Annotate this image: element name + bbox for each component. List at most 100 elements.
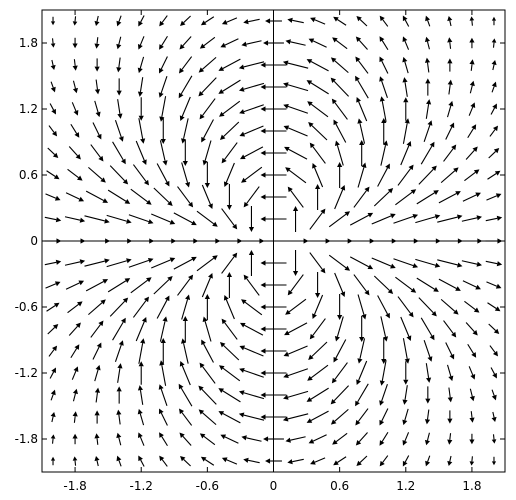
arrow-head [453,309,459,315]
vector-arrow [160,118,166,144]
vector-arrow [260,194,287,200]
arrow-head [306,418,313,423]
arrow-shaft [70,348,78,359]
vector-arrow [402,15,410,27]
arrow-shaft [84,215,106,222]
vector-arrow [402,36,410,50]
arrow-shaft [46,170,56,177]
arrow-shaft [244,324,264,336]
arrow-head [447,58,453,64]
arrow-head [285,437,291,443]
arrow-head [367,212,374,218]
arrow-shaft [393,258,414,267]
vector-arrow [349,256,374,270]
vector-arrow [353,186,370,208]
vector-arrow [379,56,389,74]
vector-arrow [137,385,144,405]
arrow-head [447,418,453,424]
vector-arrow [424,409,431,425]
arrow-head [469,37,475,43]
arrow-head [355,75,360,82]
vector-arrow [349,212,374,226]
vector-arrow [283,368,309,379]
vector-arrow [377,295,390,319]
vector-arrow [308,38,327,48]
arrow-head [78,280,85,286]
vector-arrow [446,364,454,382]
arrow-head [239,367,245,373]
vector-arrow [373,188,394,207]
vector-arrow [47,147,59,159]
vector-arrow [138,361,144,385]
vector-arrow [45,281,61,289]
arrow-head [178,383,184,390]
arrow-head [239,154,246,160]
arrow-head [309,142,315,149]
arrow-head [473,169,480,175]
arrow-shaft [223,121,240,137]
arrow-head [455,286,461,291]
arrow-head [361,162,367,169]
arrow-head [200,456,207,462]
arrow-head [182,161,188,166]
arrow-shaft [201,277,211,298]
arrow-shaft [140,15,145,23]
arrow-shaft [310,387,329,400]
arrow-head [447,37,453,43]
arrow-shaft [359,455,368,463]
arrow-head [308,438,315,444]
arrow-head [404,358,410,364]
vector-arrow [357,162,367,188]
vector-arrow [491,389,497,401]
vector-arrow [447,15,453,27]
arrow-shaft [181,162,189,183]
arrow-head [412,213,419,219]
arrow-shaft [404,385,408,400]
arrow-shaft [288,169,307,184]
arrow-shaft [448,84,451,95]
arrow-shaft [287,345,308,355]
arrow-head [137,408,143,415]
vector-arrow [468,102,476,116]
arrow-shaft [118,36,122,45]
arrow-head [243,457,249,463]
arrow-shaft [492,411,495,418]
arrow-shaft [438,278,457,289]
vector-arrow [46,302,60,312]
arrow-head [94,20,100,27]
vector-arrow [107,189,131,204]
vector-arrow [109,165,129,185]
arrow-head [140,138,146,144]
arrow-head [77,175,83,181]
arrow-head [51,345,58,352]
arrow-shaft [311,341,328,357]
arrow-head [263,40,269,46]
arrow-shaft [404,408,409,421]
arrow-head [402,56,408,63]
arrow-shaft [358,432,368,443]
vector-arrow [312,163,324,188]
vector-arrow [177,274,194,296]
arrow-head [340,291,346,297]
arrow-shaft [425,363,430,378]
arrow-head [284,146,290,152]
arrow-shaft [243,414,265,421]
arrow-shaft [310,103,329,118]
vector-arrow [443,320,457,338]
vector-arrow [94,433,100,445]
arrow-head [232,252,238,259]
vector-arrow [379,96,387,122]
arrow-shaft [311,125,328,141]
vector-arrow [462,280,481,290]
arrow-shaft [381,80,388,98]
arrow-head [426,377,432,383]
arrow-head [162,160,168,166]
arrow-shaft [160,412,168,426]
arrow-head [72,87,78,94]
arrow-shaft [449,20,452,27]
arrow-shaft [243,347,264,357]
arrow-head [50,64,56,71]
vector-arrow [285,39,306,46]
arrow-head [181,138,187,144]
arrow-head [491,81,497,88]
